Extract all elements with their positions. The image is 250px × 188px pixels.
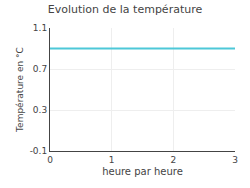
svg-text:Evolution de la température: Evolution de la température (48, 3, 203, 16)
svg-text:1: 1 (109, 155, 115, 165)
svg-text:2: 2 (170, 155, 176, 165)
svg-text:0: 0 (47, 155, 53, 165)
svg-text:Température en °C: Température en °C (15, 47, 25, 133)
svg-text:0.7: 0.7 (33, 64, 47, 74)
svg-text:0.3: 0.3 (33, 105, 47, 115)
svg-text:-0.1: -0.1 (30, 146, 48, 156)
svg-text:1.1: 1.1 (33, 23, 47, 33)
svg-text:heure par heure: heure par heure (102, 166, 183, 177)
svg-text:3: 3 (232, 155, 238, 165)
